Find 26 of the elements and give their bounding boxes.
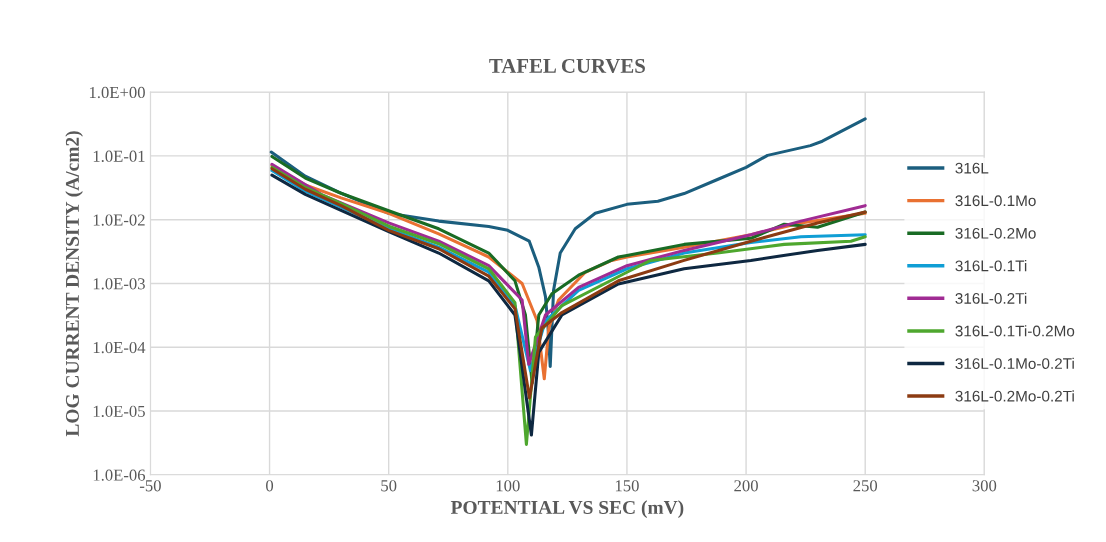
- legend-label: 316L-0.1Ti-0.2Mo: [955, 325, 1075, 337]
- x-tick-label: -50: [139, 480, 161, 492]
- y-tick-label: 1.0E-01: [93, 150, 145, 162]
- x-tick-label: 100: [496, 480, 520, 492]
- legend-label: 316L: [955, 162, 989, 174]
- y-tick-label: 1.0E-06: [93, 469, 146, 481]
- legend-label: 316L-0.2Mo-0.2Ti: [955, 390, 1074, 402]
- y-tick-label: 1.0E-02: [93, 214, 145, 226]
- chart-title: TAFEL CURVES: [489, 58, 645, 74]
- y-tick-label: 1.0E-05: [93, 405, 145, 418]
- legend-label: 316L-0.2Mo: [955, 227, 1036, 239]
- x-tick-label: 300: [972, 480, 997, 492]
- y-tick-label: 1.0E-04: [93, 341, 146, 354]
- legend-label: 316L-0.1Mo: [955, 195, 1036, 207]
- y-tick-label: 1.0E-03: [93, 278, 145, 290]
- x-tick-label: 50: [381, 480, 397, 492]
- x-axis-title: POTENTIAL VS SEC (mV): [450, 500, 684, 518]
- x-tick-label: 200: [734, 480, 758, 492]
- legend-label: 316L-0.2Ti: [955, 292, 1027, 304]
- y-axis-title: LOG CURRENT DENSITY (A/cm2): [65, 131, 83, 437]
- legend-label: 316L-0.1Ti: [955, 260, 1027, 272]
- x-tick-label: 250: [853, 480, 878, 492]
- x-tick-label: 150: [615, 480, 639, 492]
- x-tick-label: 0: [266, 480, 274, 492]
- y-tick-label: 1.0E+00: [89, 86, 145, 99]
- legend-label: 316L-0.1Mo-0.2Ti: [955, 357, 1074, 369]
